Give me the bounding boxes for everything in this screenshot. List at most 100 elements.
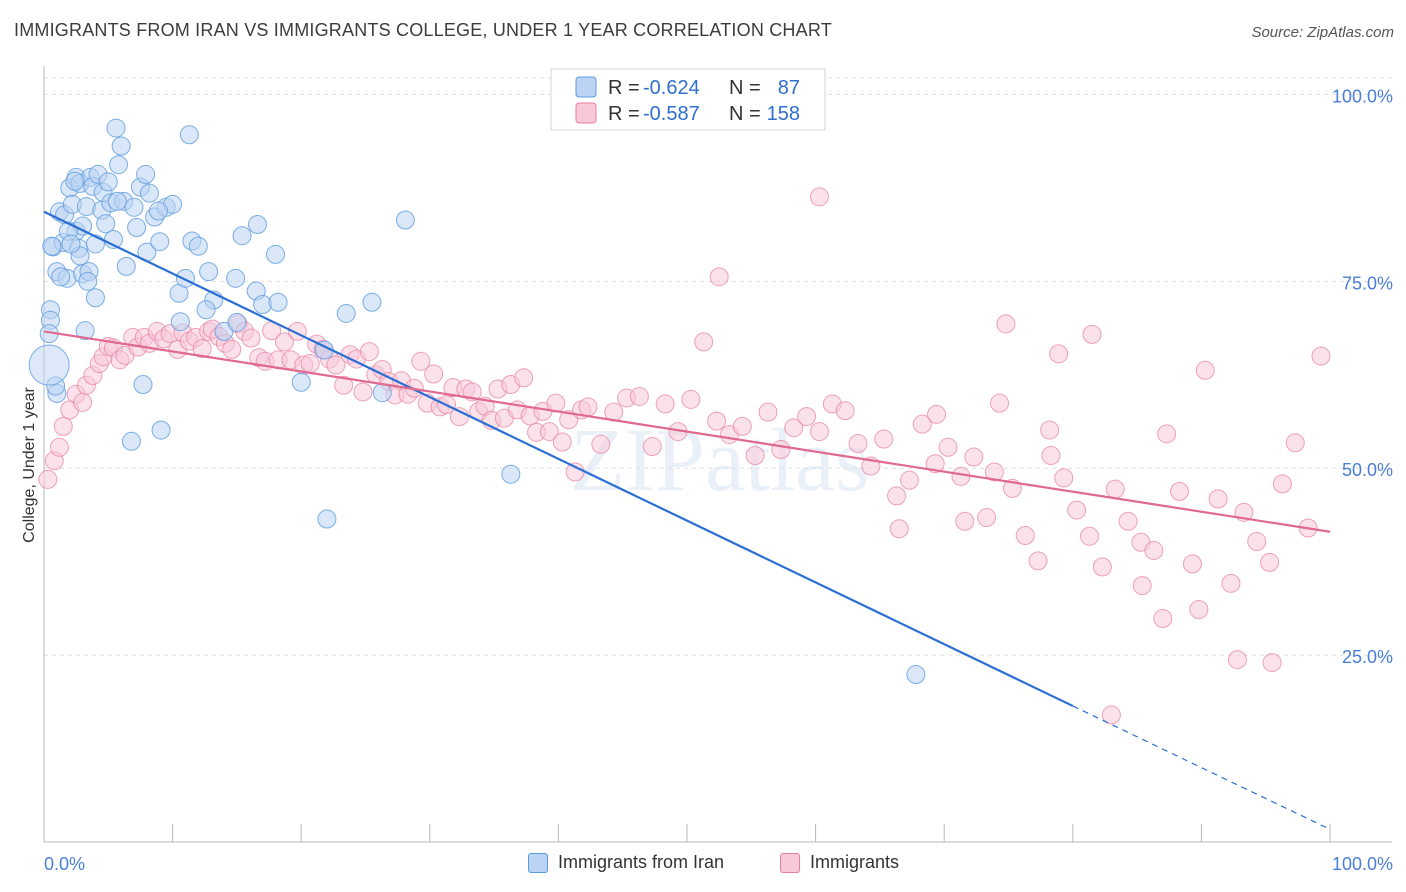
legend-swatch-pink (575, 102, 597, 124)
data-point-immigrants (1067, 500, 1087, 520)
series-immigrants (38, 187, 1331, 725)
trend-line-iran (43, 210, 1074, 707)
data-point-immigrants (1028, 551, 1048, 571)
data-point-immigrants (1092, 557, 1112, 577)
legend-r-value-1: -0.624 (643, 77, 700, 99)
legend-n-value-1: 87 (778, 77, 800, 99)
data-point-immigrants (1170, 481, 1190, 501)
data-point-immigrants (707, 411, 727, 431)
data-point-iran (906, 665, 926, 685)
data-point-immigrants (926, 404, 946, 424)
data-point-immigrants (1015, 525, 1035, 545)
data-point-iran (51, 267, 71, 287)
data-point-immigrants (925, 454, 945, 474)
chart-title: IMMIGRANTS FROM IRAN VS IMMIGRANTS COLLE… (14, 20, 832, 40)
y-tick-label: 50.0% (1342, 460, 1393, 480)
data-point-iran (196, 300, 216, 320)
data-point-immigrants (809, 422, 829, 442)
data-point-iran (247, 215, 267, 235)
data-point-immigrants (1272, 474, 1292, 494)
data-point-iran (85, 288, 105, 308)
data-point-immigrants (955, 511, 975, 531)
data-point-immigrants (1105, 479, 1125, 499)
data-point-iran (127, 217, 147, 237)
data-point-immigrants (1153, 608, 1173, 628)
data-point-immigrants (359, 342, 379, 362)
data-point-immigrants (989, 393, 1009, 413)
data-point-immigrants (411, 351, 431, 371)
data-point-iran (150, 232, 170, 252)
data-point-immigrants (1260, 552, 1280, 572)
data-point-iran (133, 374, 153, 394)
legend-swatch-iran (528, 852, 548, 873)
data-point-immigrants (784, 418, 804, 438)
data-point-iran (317, 509, 337, 529)
data-point-immigrants (1311, 346, 1331, 366)
data-point-immigrants (53, 416, 73, 436)
data-point-iran (28, 344, 70, 386)
data-point-immigrants (1144, 540, 1164, 560)
series-immigrants-from-iran (28, 118, 926, 685)
data-point-immigrants (353, 382, 373, 402)
trend-line-immigrants (43, 330, 1331, 533)
data-point-immigrants (552, 432, 572, 452)
data-point-immigrants (222, 339, 242, 359)
data-point-immigrants (1262, 653, 1282, 673)
data-point-iran (227, 312, 247, 332)
data-point-immigrants (694, 332, 714, 352)
data-point-immigrants (1182, 554, 1202, 574)
data-point-iran (124, 197, 144, 217)
data-point-immigrants (887, 486, 907, 506)
data-point-immigrants (1285, 433, 1305, 453)
data-point-iran (265, 244, 285, 264)
data-point-immigrants (578, 397, 598, 417)
data-point-immigrants (1082, 324, 1102, 344)
data-point-iran (136, 164, 156, 184)
legend-n-value-2: 158 (767, 103, 800, 125)
data-point-immigrants (681, 389, 701, 409)
data-point-immigrants (559, 410, 579, 430)
legend-swatch-blue (575, 76, 597, 98)
x-tick-labels: 0.0% 100.0% (44, 854, 1393, 874)
y-tick-label: 75.0% (1342, 273, 1393, 293)
data-point-immigrants (771, 440, 791, 460)
legend-r-label-1: R = (608, 77, 640, 99)
data-point-immigrants (809, 187, 829, 207)
data-point-iran (372, 383, 392, 403)
data-point-iran (179, 125, 199, 145)
data-point-immigrants (797, 407, 817, 427)
data-point-immigrants (1221, 573, 1241, 593)
data-point-immigrants (1189, 600, 1209, 620)
stats-legend: R = -0.624 N = 87 R = -0.587 N = 158 (550, 68, 826, 131)
data-point-iran (61, 234, 81, 254)
x-tick-label: 100.0% (1332, 854, 1393, 874)
data-point-iran (170, 312, 190, 332)
data-point-immigrants (1101, 705, 1121, 725)
data-point-iran (232, 226, 252, 246)
data-point-iran (199, 262, 219, 282)
data-point-immigrants (1195, 360, 1215, 380)
data-point-immigrants (938, 437, 958, 457)
data-point-iran (107, 191, 127, 211)
legend-n-label-2: N = (729, 103, 761, 125)
data-point-immigrants (1247, 531, 1267, 551)
data-point-iran (98, 172, 118, 192)
legend-label-immigrants: Immigrants (810, 852, 900, 872)
data-point-iran (151, 420, 171, 440)
data-point-iran (336, 303, 356, 323)
data-point-immigrants (977, 508, 997, 528)
data-point-iran (362, 292, 382, 312)
legend-item-iran: Immigrants from Iran (528, 852, 724, 873)
axes (43, 66, 1392, 843)
data-point-immigrants (424, 364, 444, 384)
data-point-immigrants (591, 434, 611, 454)
data-point-iran (106, 118, 126, 138)
data-point-iran (395, 210, 415, 230)
data-point-immigrants (1157, 424, 1177, 444)
source-label: Source: ZipAtlas.com (1251, 24, 1394, 41)
series-legend: Immigrants from Iran Immigrants (0, 852, 1406, 878)
data-point-iran (121, 431, 141, 451)
y-tick-label: 100.0% (1332, 86, 1393, 106)
data-point-immigrants (732, 416, 752, 436)
